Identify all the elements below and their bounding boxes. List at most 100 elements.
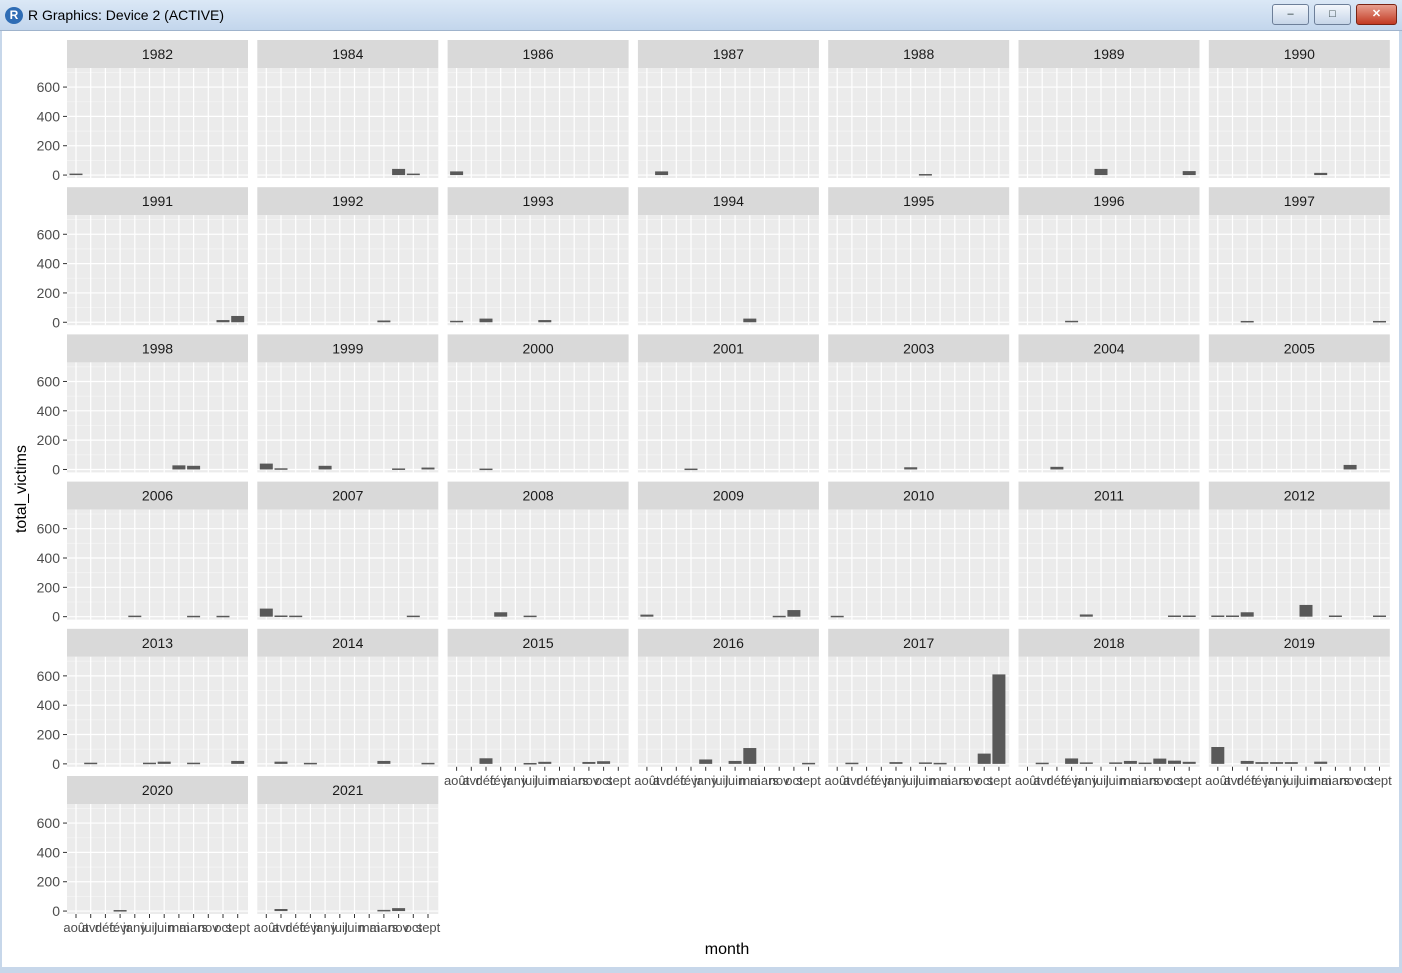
- bar-1988-juin: [918, 174, 932, 176]
- bar-1999-sept: [421, 467, 435, 470]
- bar-2018-janv: [1079, 762, 1093, 764]
- facet-strip: [1018, 187, 1200, 216]
- bar-1991-sept: [231, 315, 245, 323]
- x-tick-label: oct: [1166, 773, 1184, 788]
- bar-2015-déc: [479, 758, 493, 764]
- y-tick-label: 400: [37, 550, 61, 566]
- bar-2015-nov: [582, 761, 596, 764]
- facet-panel-background: [67, 362, 248, 473]
- x-tick-label: juin: [534, 773, 555, 788]
- facet-strip: [447, 628, 629, 657]
- bar-1986-août: [450, 171, 464, 176]
- facet-strip: [447, 40, 629, 68]
- bar-2009-nov: [772, 615, 786, 618]
- y-tick-label: 0: [52, 167, 60, 183]
- facet-strip-label: 1994: [713, 193, 744, 209]
- facet-strip: [1208, 481, 1390, 510]
- facet-strip: [828, 628, 1010, 657]
- x-tick-label: nov: [1149, 773, 1170, 788]
- x-tick-label: nov: [388, 920, 409, 935]
- bar-1997-sept: [1373, 320, 1386, 323]
- facet-panel-background: [828, 656, 1010, 767]
- y-tick-label: 200: [37, 874, 61, 890]
- x-tick-label: oct: [405, 920, 423, 935]
- facet-panel-background: [1018, 68, 1200, 178]
- bar-2012-juin: [1299, 604, 1313, 617]
- bar-1993-août: [450, 320, 464, 323]
- facet-strip: [828, 40, 1010, 68]
- bar-1987-avr: [655, 171, 669, 176]
- bar-1998-mars: [187, 465, 201, 470]
- x-tick-label: févr: [870, 773, 892, 788]
- bar-1984-oct: [406, 173, 420, 176]
- x-tick-label: janv: [122, 920, 147, 935]
- facet-panel-background: [1018, 509, 1200, 620]
- facet-strip: [257, 628, 439, 657]
- facet-panel-background: [447, 362, 629, 473]
- bar-2005-nov: [1343, 464, 1357, 470]
- bar-2014-mars: [377, 760, 391, 764]
- x-tick-label: août: [63, 920, 89, 935]
- bar-2007-oct: [406, 615, 420, 618]
- facet-strip-label: 2009: [713, 488, 744, 504]
- facet-strip-label: 2017: [903, 635, 934, 651]
- facet-strip-label: 1989: [1093, 46, 1124, 62]
- facet-strip-label: 2018: [1093, 635, 1124, 651]
- x-tick-label: nov: [1340, 773, 1361, 788]
- facet-strip: [257, 481, 439, 510]
- maximize-button[interactable]: □: [1314, 4, 1351, 25]
- x-tick-label: mai: [168, 920, 189, 935]
- x-tick-label: juil: [521, 773, 538, 788]
- y-tick-label: 200: [37, 285, 61, 301]
- bar-2018-sept: [1182, 761, 1196, 764]
- x-tick-label: févr: [300, 920, 322, 935]
- facet-panel-background: [67, 656, 248, 767]
- facet-strip-label: 1999: [332, 340, 363, 356]
- x-tick-label: avr: [653, 773, 672, 788]
- facet-strip-label: 2003: [903, 340, 934, 356]
- x-tick-label: janv: [502, 773, 527, 788]
- minimize-button[interactable]: –: [1272, 4, 1309, 25]
- close-button[interactable]: ✕: [1356, 4, 1397, 25]
- bar-2021-nov: [392, 908, 406, 912]
- bar-2017-avr: [845, 762, 859, 765]
- bar-2004-déc: [1050, 466, 1064, 470]
- bar-2003-juil: [904, 467, 918, 470]
- x-tick-label: déc: [856, 773, 877, 788]
- y-tick-label: 400: [37, 697, 61, 713]
- x-tick-label: sept: [225, 920, 250, 935]
- x-tick-label: août: [825, 773, 851, 788]
- x-tick-label: oct: [976, 773, 994, 788]
- x-tick-label: oct: [214, 920, 232, 935]
- facet-strip-label: 1990: [1284, 46, 1315, 62]
- facet-strip-label: 1998: [142, 340, 173, 356]
- x-tick-label: juin: [914, 773, 935, 788]
- bar-2018-oct: [1168, 760, 1181, 764]
- x-tick-label: mai: [930, 773, 951, 788]
- bar-1999-avr: [274, 468, 288, 470]
- facet-strip: [1208, 40, 1390, 68]
- bar-2017-sept: [992, 674, 1006, 764]
- facet-strip-label: 2021: [332, 782, 363, 798]
- y-tick-label: 600: [37, 373, 61, 389]
- facet-strip-label: 2006: [142, 488, 173, 504]
- bar-2009-août: [640, 614, 654, 617]
- bar-1990-mai: [1314, 172, 1328, 176]
- facet-strip: [637, 628, 819, 657]
- facet-strip: [447, 481, 629, 510]
- x-tick-label: déc: [666, 773, 687, 788]
- x-tick-label: juin: [724, 773, 745, 788]
- facet-strip-label: 1996: [1093, 193, 1124, 209]
- facet-strip: [67, 628, 248, 657]
- x-tick-label: janv: [312, 920, 337, 935]
- x-tick-label: avr: [462, 773, 481, 788]
- y-axis-title: total_victims: [13, 445, 30, 533]
- bar-2007-août: [259, 608, 273, 617]
- x-tick-label: déc: [476, 773, 497, 788]
- bar-2012-déc: [1240, 612, 1254, 617]
- y-tick-label: 200: [37, 579, 61, 595]
- bar-1994-mai: [743, 318, 757, 323]
- facet-strip-label: 2001: [713, 340, 744, 356]
- y-tick-label: 0: [52, 756, 60, 772]
- x-tick-label: juil: [711, 773, 728, 788]
